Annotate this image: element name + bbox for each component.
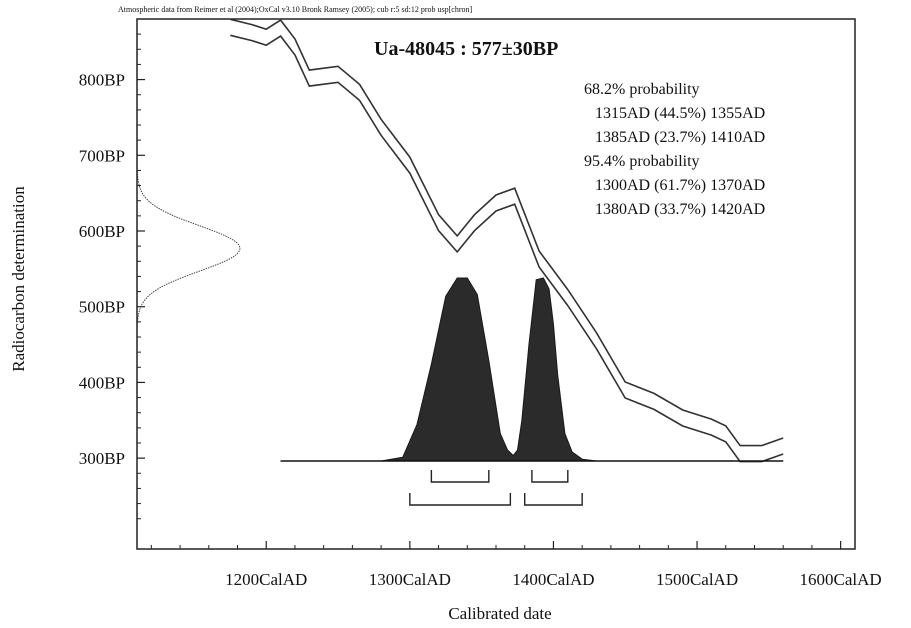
y-axis-title: Radiocarbon determination [9, 186, 28, 372]
probability-line: 95.4% probability [584, 153, 700, 170]
probability-line: 1300AD (61.7%) 1370AD [595, 177, 765, 194]
range-bracket-68 [430, 470, 490, 483]
plot-frame [136, 18, 856, 550]
posterior-distribution-area [280, 277, 784, 462]
y-tick-label: 300BP [79, 449, 125, 468]
probability-line: 1380AD (33.7%) 1420AD [595, 201, 765, 218]
range-bracket-95 [409, 493, 512, 506]
y-tick-label: 500BP [79, 298, 125, 317]
probability-line: 1385AD (23.7%) 1410AD [595, 129, 765, 146]
x-tick-label: 1300CalAD [369, 570, 451, 589]
source-note: Atmospheric data from Reimer et al (2004… [118, 5, 472, 14]
radiocarbon-likelihood-curve [136, 162, 241, 330]
y-tick-label: 600BP [79, 222, 125, 241]
probability-line: 68.2% probability [584, 81, 700, 98]
calibration-curve-band [230, 18, 784, 463]
y-tick-label: 400BP [79, 373, 125, 392]
range-bracket-68 [531, 470, 569, 483]
range-bracket-95 [524, 493, 583, 506]
x-tick-label: 1600CalAD [800, 570, 882, 589]
sample-title: Ua-48045 : 577±30BP [374, 38, 558, 60]
x-tick-label: 1200CalAD [225, 570, 307, 589]
probability-range-brackets [409, 470, 583, 506]
calibration-curve-line [230, 34, 784, 463]
y-axis-ticks: 300BP 400BP 500BP 600BP 700BP 800BP [79, 33, 145, 520]
x-tick-label: 1400CalAD [512, 570, 594, 589]
probability-line: 1315AD (44.5%) 1355AD [595, 105, 765, 122]
x-axis-ticks: 1200CalAD 1300CalAD 1400CalAD 1500CalAD 1600… [150, 541, 882, 589]
x-tick-label: 1500CalAD [656, 570, 738, 589]
x-axis-title: Calibrated date [448, 604, 551, 623]
probability-ranges-text: 68.2% probability 1315AD (44.5%) 1355AD 13… [584, 81, 765, 218]
calibration-curve-line [230, 18, 784, 447]
y-tick-label: 700BP [79, 146, 125, 165]
y-tick-label: 800BP [79, 71, 125, 90]
